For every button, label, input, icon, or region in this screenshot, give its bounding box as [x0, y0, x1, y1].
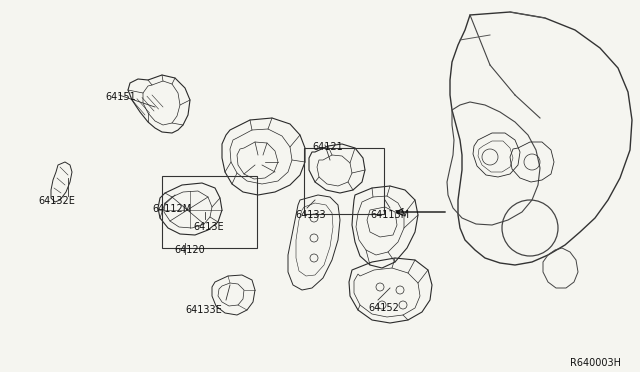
Bar	[304, 148, 384, 214]
Text: 64151: 64151	[105, 92, 136, 102]
Text: 64113M: 64113M	[370, 210, 409, 220]
Text: 64133E: 64133E	[185, 305, 221, 315]
Text: 64132E: 64132E	[38, 196, 75, 206]
Text: 64133: 64133	[295, 210, 326, 220]
Text: 64112M: 64112M	[152, 204, 191, 214]
Bar	[162, 176, 257, 248]
Text: 64121: 64121	[312, 142, 343, 152]
Text: 6413E: 6413E	[193, 222, 223, 232]
Text: R640003H: R640003H	[570, 358, 621, 368]
Text: 64120: 64120	[174, 245, 205, 255]
Text: 64152: 64152	[368, 303, 399, 313]
